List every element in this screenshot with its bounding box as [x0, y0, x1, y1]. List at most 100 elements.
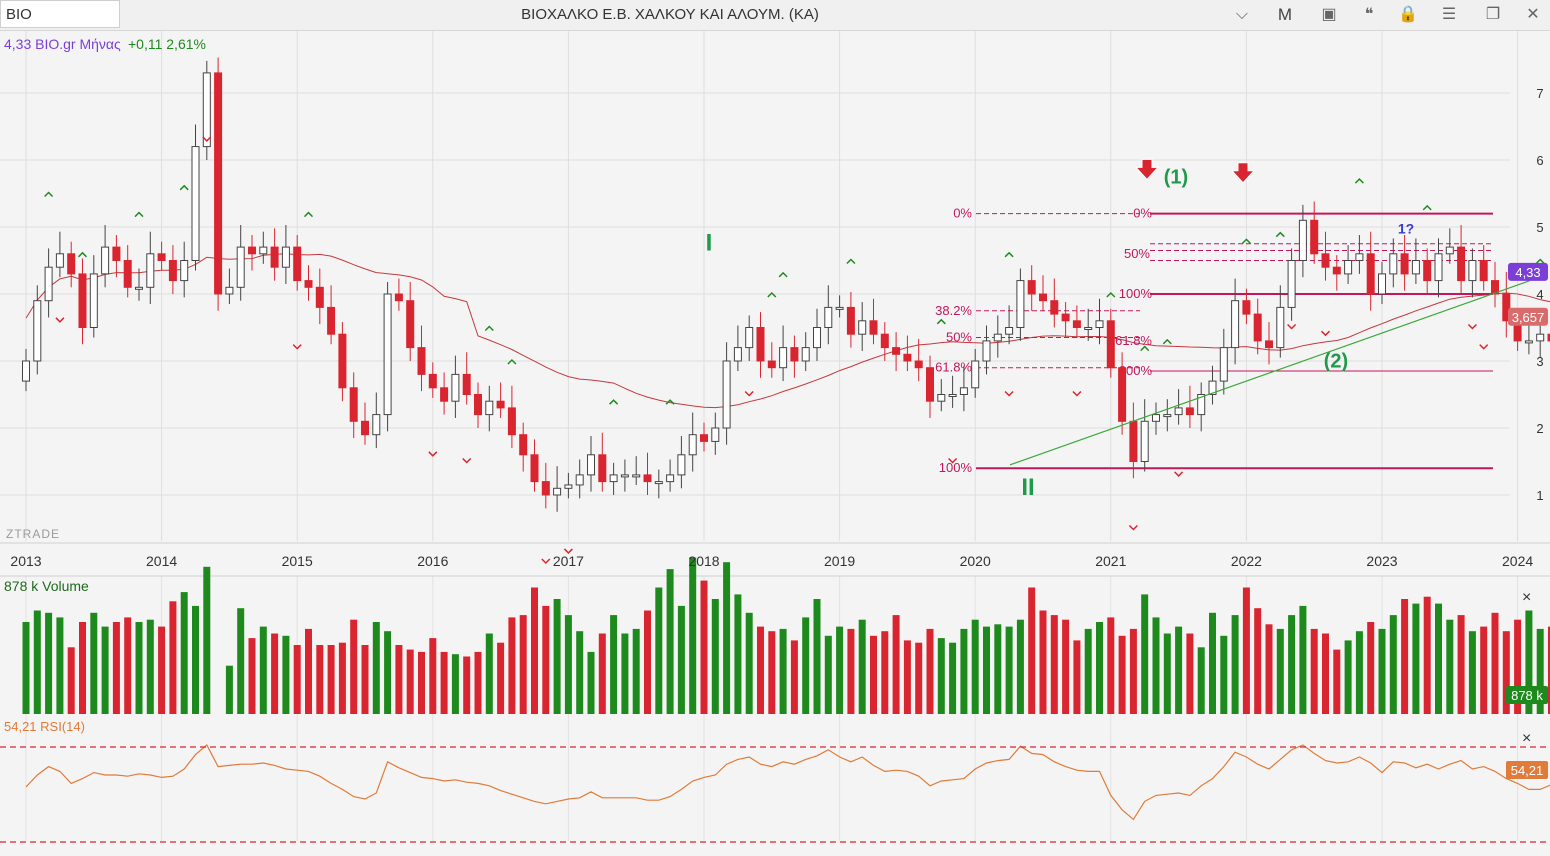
volume-close-icon[interactable]: × — [1522, 589, 1531, 606]
candle-body — [237, 247, 244, 287]
rsi-label: 54,21 RSI(14) — [4, 719, 85, 734]
candle-body — [249, 247, 256, 254]
x-tick-label: 2016 — [417, 553, 448, 569]
volume-bar — [565, 615, 572, 714]
volume-bar — [328, 645, 335, 714]
y-tick-label: 5 — [1536, 220, 1543, 235]
volume-bar — [486, 634, 493, 715]
candle-body — [847, 307, 854, 334]
candle-body — [1141, 421, 1148, 461]
candle-body — [712, 428, 719, 441]
y-tick-label: 7 — [1536, 86, 1543, 101]
volume-bar — [1446, 620, 1453, 714]
volume-bar — [508, 617, 515, 714]
layout-icon[interactable]: ▣ — [1316, 0, 1342, 30]
volume-bar — [1153, 617, 1160, 714]
candle-body — [1367, 254, 1374, 294]
volume-bar — [237, 608, 244, 714]
volume-bar — [655, 588, 662, 715]
volume-bar — [1107, 617, 1114, 714]
candle-body — [960, 388, 967, 395]
volume-bar — [1356, 631, 1363, 714]
candle-body — [1040, 294, 1047, 301]
fib-label: 0% — [1133, 206, 1152, 221]
candle-body — [1220, 348, 1227, 382]
volume-bar — [542, 606, 549, 714]
volume-bar — [1051, 615, 1058, 714]
comment-icon[interactable]: ❝ — [1356, 0, 1382, 30]
x-tick-label: 2018 — [688, 553, 719, 569]
candle-body — [192, 147, 199, 261]
volume-bar — [350, 620, 357, 714]
volume-bar — [1062, 620, 1069, 714]
x-tick-label: 2019 — [824, 553, 855, 569]
volume-bar — [102, 627, 109, 714]
volume-bar — [633, 629, 640, 714]
candle-body — [1254, 314, 1261, 341]
volume-bar — [1311, 629, 1318, 714]
candle-body — [1345, 261, 1352, 274]
volume-bar — [271, 634, 278, 715]
candle-body — [305, 281, 312, 288]
candle-body — [1062, 314, 1069, 321]
candle-body — [836, 307, 843, 309]
period-button[interactable]: M — [1272, 0, 1298, 30]
candle-body — [1232, 301, 1239, 348]
candle-body — [1537, 334, 1544, 341]
candle-body — [678, 455, 685, 475]
rsi-close-icon[interactable]: × — [1522, 730, 1531, 747]
volume-bar — [836, 627, 843, 714]
candle-body — [520, 435, 527, 455]
volume-bar — [938, 638, 945, 714]
volume-bar — [1379, 629, 1386, 714]
dropdown-chevron-icon[interactable]: ⌵ — [1228, 0, 1256, 30]
volume-bar — [712, 599, 719, 714]
volume-bar — [520, 615, 527, 714]
candle-body — [1186, 408, 1193, 415]
candle-body — [260, 247, 267, 254]
candle-body — [904, 354, 911, 361]
candle-body — [825, 307, 832, 327]
candle-body — [689, 435, 696, 455]
volume-bar — [1435, 604, 1442, 714]
candle-body — [90, 274, 97, 328]
candle-body — [45, 267, 52, 301]
candle-body — [994, 334, 1001, 341]
lock-icon[interactable]: 🔒 — [1395, 0, 1421, 30]
candle-body — [1153, 415, 1160, 422]
volume-bar — [395, 645, 402, 714]
candle-body — [1333, 267, 1340, 274]
fib-label: 61.8% — [935, 360, 972, 375]
volume-bar — [79, 622, 86, 714]
x-tick-label: 2020 — [960, 553, 991, 569]
volume-bar — [1401, 599, 1408, 714]
volume-bar — [1186, 634, 1193, 715]
candle-body — [169, 261, 176, 281]
candle-body — [791, 348, 798, 361]
candle-body — [350, 388, 357, 422]
volume-bar — [68, 647, 75, 714]
restore-icon[interactable]: ❐ — [1480, 0, 1506, 30]
volume-bar — [23, 622, 30, 714]
candle-body — [757, 328, 764, 362]
volume-bar — [418, 652, 425, 714]
volume-bar — [994, 624, 1001, 714]
candle-body — [271, 247, 278, 267]
candle-body — [328, 307, 335, 334]
ma-price-tag: 3,657 — [1512, 310, 1545, 325]
y-tick-label: 6 — [1536, 153, 1543, 168]
volume-bar — [1198, 647, 1205, 714]
candle-body — [1028, 281, 1035, 294]
volume-bar — [859, 620, 866, 714]
volume-bar — [1469, 631, 1476, 714]
candle-body — [1435, 254, 1442, 281]
close-icon[interactable]: ✕ — [1520, 0, 1546, 30]
chart-area[interactable]: 0%38.2%50%61.8%100%0%100%200%50%61.8% 20… — [0, 31, 1550, 856]
symbol-input[interactable]: BIO — [0, 0, 120, 28]
volume-bar — [1288, 615, 1295, 714]
menu-icon[interactable]: ☰ — [1436, 0, 1462, 30]
candle-body — [294, 247, 301, 281]
volume-bar — [136, 622, 143, 714]
volume-bar — [972, 620, 979, 714]
candle-body — [802, 348, 809, 361]
